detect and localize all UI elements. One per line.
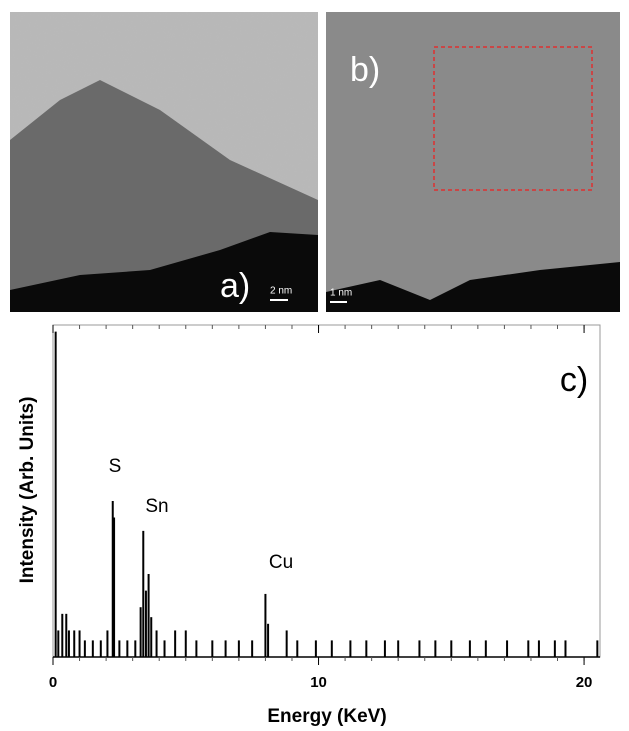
x-tick-label: 20 bbox=[576, 674, 593, 691]
selection-box bbox=[433, 46, 593, 191]
scale-text: 1 nm bbox=[330, 288, 352, 299]
plot-frame bbox=[52, 324, 601, 658]
peak-label: Sn bbox=[145, 496, 168, 517]
tem-image-b bbox=[326, 12, 620, 312]
x-tick-label: 10 bbox=[310, 674, 327, 691]
panel-label: b) bbox=[350, 51, 380, 89]
x-axis-label: Energy (KeV) bbox=[267, 706, 386, 727]
peak-label: S bbox=[109, 456, 122, 477]
scale-text: 2 nm bbox=[270, 286, 292, 297]
tem-image-a bbox=[10, 12, 318, 312]
panel-label: c) bbox=[560, 361, 588, 399]
y-axis-label: Intensity (Arb. Units) bbox=[17, 397, 38, 584]
x-tick-label: 0 bbox=[49, 674, 57, 691]
peak-label: Cu bbox=[269, 552, 293, 573]
panel-label: a) bbox=[220, 267, 250, 305]
